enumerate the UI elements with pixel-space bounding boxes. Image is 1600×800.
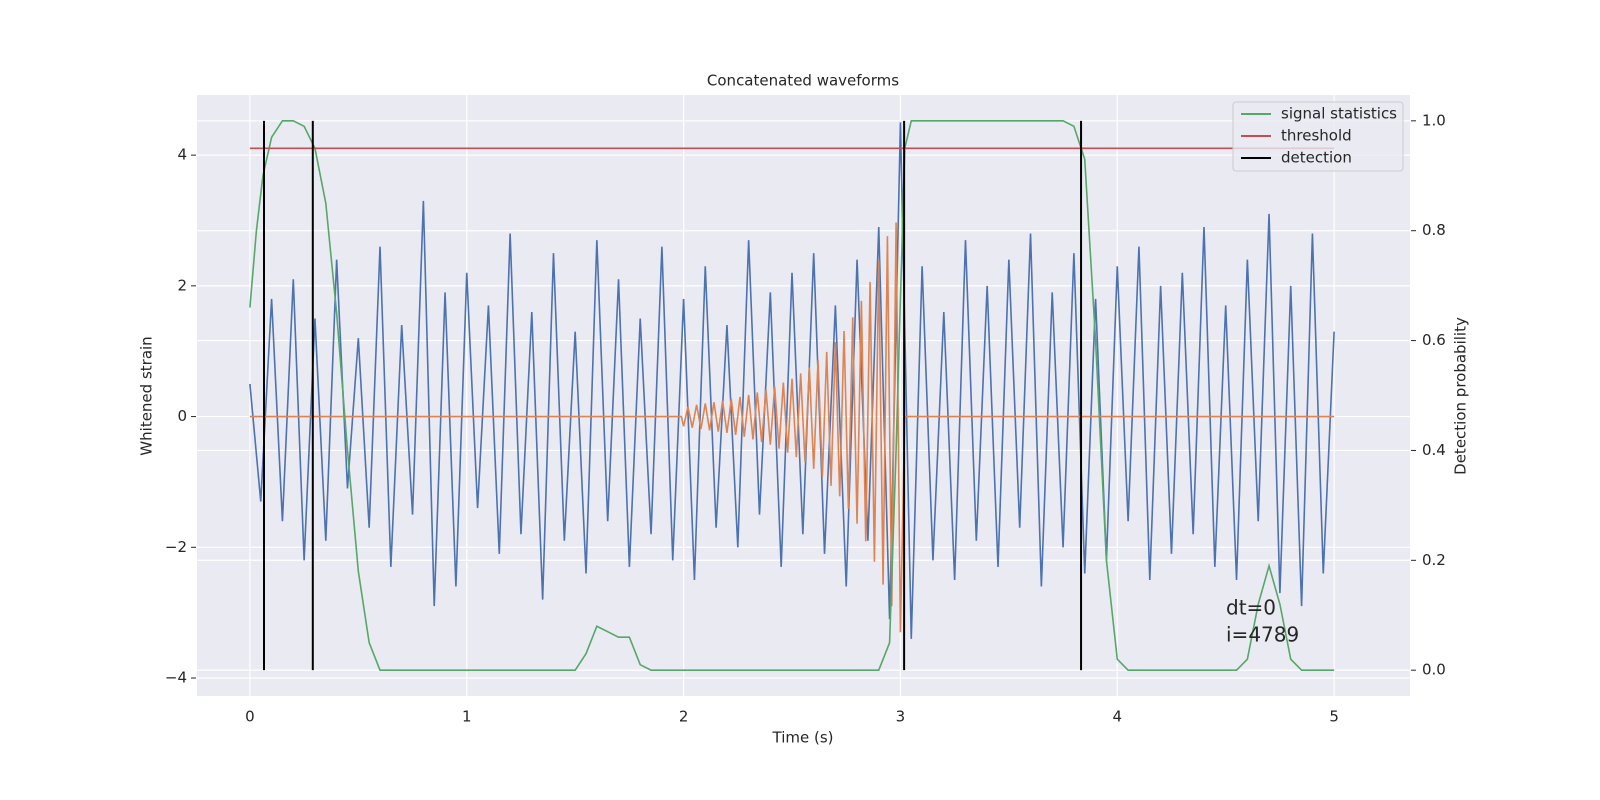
y2-tick-label: 0.0: [1422, 661, 1446, 679]
x-tick-label: 5: [1329, 708, 1339, 726]
annotation: dt=0: [1226, 596, 1276, 620]
y2-tick-label: 1.0: [1422, 111, 1446, 129]
x-tick-label: 3: [896, 708, 906, 726]
axes: 0 1 2 3 4 5 −4 −2 0 2 4 0.0 0.2 0.4 0.6 0.8 1.0: [165, 111, 1446, 725]
x-tick-label: 1: [462, 708, 472, 726]
x-tick-label: 2: [679, 708, 689, 726]
y-tick-label: 2: [177, 276, 187, 294]
x-tick-label: 4: [1112, 708, 1122, 726]
series-line: [249, 122, 1335, 639]
x-tick-label: 0: [245, 708, 255, 726]
annotation: i=4789: [1226, 623, 1299, 647]
legend-box: [1232, 101, 1404, 172]
y2-tick-label: 0.4: [1422, 441, 1446, 459]
legend-label: detection: [1281, 149, 1352, 167]
chart-title: Concatenated waveforms: [707, 72, 899, 90]
series-line: [249, 222, 1335, 633]
marks: [249, 120, 1335, 671]
y2-axis-label: Detection probability: [1452, 317, 1470, 475]
y2-tick-label: 0.6: [1422, 331, 1446, 349]
y2-tick-label: 0.8: [1422, 221, 1446, 239]
y2-tick-label: 0.2: [1422, 551, 1446, 569]
legend-label: signal statistics: [1281, 105, 1397, 123]
y-tick-label: 4: [177, 146, 187, 164]
legend: signal statistics threshold detection: [1232, 101, 1404, 172]
y-tick-label: −4: [165, 669, 187, 687]
y-tick-label: −2: [165, 538, 187, 556]
legend-label: threshold: [1281, 127, 1352, 145]
x-axis-label: Time (s): [772, 729, 834, 747]
y-tick-label: 0: [177, 407, 187, 425]
y-axis-label: Whitened strain: [138, 336, 156, 455]
